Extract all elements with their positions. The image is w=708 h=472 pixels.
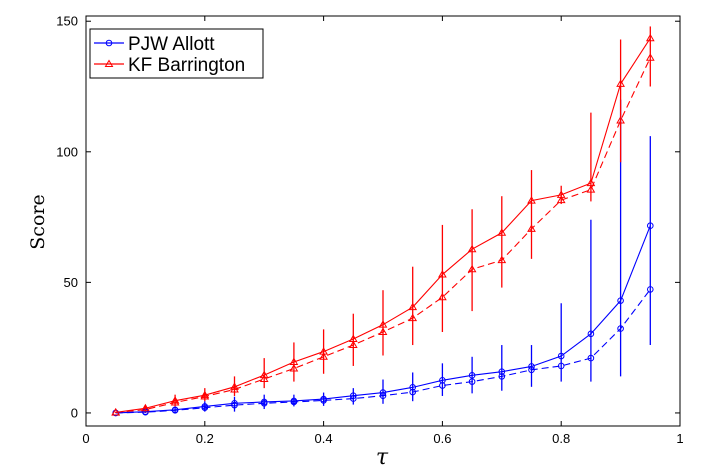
x-tick-label: 0.2 <box>196 431 214 446</box>
legend-label-kf-barrington: KF Barrington <box>128 55 245 76</box>
data-point <box>320 395 327 403</box>
x-tick-label: 0.6 <box>433 431 451 446</box>
series-2 <box>111 26 655 416</box>
series-layer <box>111 26 655 417</box>
y-tick-label: 150 <box>56 14 78 29</box>
data-point <box>557 352 565 360</box>
data-point <box>556 190 566 198</box>
data-point <box>438 270 447 278</box>
data-point <box>230 382 239 390</box>
x-tick-label: 1 <box>676 431 683 446</box>
legend-marker-kf-barrington <box>104 59 114 67</box>
data-point <box>379 389 387 396</box>
data-point <box>350 392 357 400</box>
data-point <box>408 302 418 311</box>
axis-ticks: 0 0.2 0.4 0.6 0.8 1 0 50 100 150 <box>56 14 683 446</box>
data-point <box>587 330 595 338</box>
x-tick-label: 0.4 <box>315 431 333 446</box>
data-point <box>319 347 328 355</box>
y-tick-label: 50 <box>64 275 78 290</box>
y-tick-label: 100 <box>56 144 78 159</box>
series-line <box>115 37 651 413</box>
data-point <box>289 357 299 366</box>
data-point <box>645 33 655 42</box>
data-point <box>409 384 417 391</box>
legend-marker-pjw-allott <box>105 39 113 47</box>
series-0 <box>112 99 654 417</box>
x-tick-label: 0.8 <box>552 431 570 446</box>
data-point <box>468 372 476 379</box>
data-point <box>528 363 535 370</box>
series-line <box>115 225 651 414</box>
x-tick-label: 0 <box>82 431 89 446</box>
data-point <box>170 396 180 404</box>
data-point <box>527 196 536 204</box>
data-point <box>467 244 477 253</box>
x-axis-label: τ <box>376 445 389 470</box>
data-point <box>348 334 358 343</box>
data-point <box>498 368 506 375</box>
data-point <box>586 178 596 187</box>
data-point <box>439 376 446 384</box>
legend-label-pjw-allott: PJW Allott <box>128 34 215 55</box>
data-point <box>200 390 210 399</box>
data-point <box>141 403 150 412</box>
data-point <box>111 407 121 416</box>
data-point <box>201 403 209 410</box>
legend: PJW Allott KF Barrington <box>89 28 264 79</box>
data-point <box>260 398 268 406</box>
data-point <box>171 406 179 414</box>
legend-box <box>89 28 264 79</box>
data-point <box>290 397 298 405</box>
data-point <box>259 370 269 379</box>
y-tick-label: 0 <box>71 405 78 420</box>
data-point <box>378 320 388 328</box>
plot-area <box>85 15 681 427</box>
y-axis-label: Score <box>27 194 49 249</box>
data-point <box>617 297 624 304</box>
data-point <box>616 79 625 87</box>
data-point <box>647 222 654 230</box>
data-point <box>497 228 507 236</box>
data-point <box>231 399 238 407</box>
